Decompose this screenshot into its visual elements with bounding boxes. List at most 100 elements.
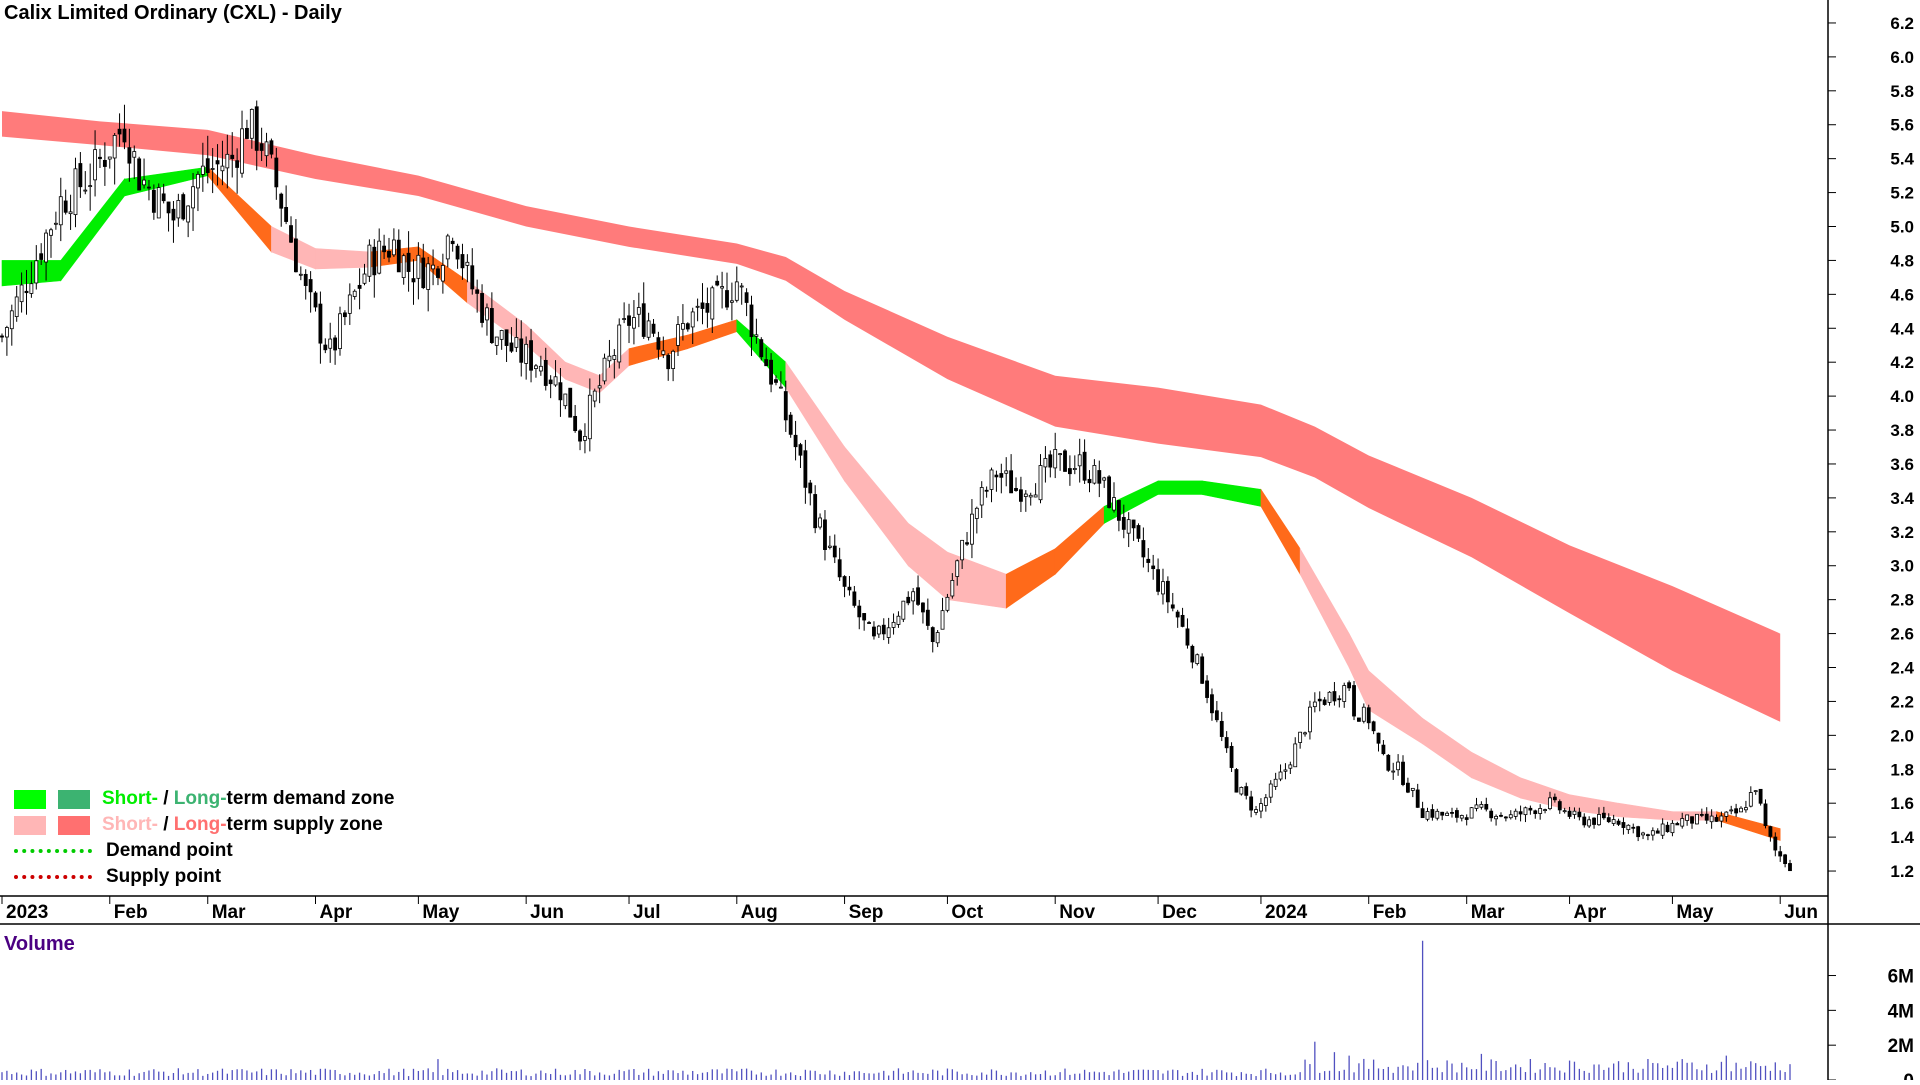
candle-body (1293, 743, 1298, 768)
candle-body (1665, 824, 1670, 833)
candle-body (1048, 454, 1053, 468)
candle-body (289, 225, 293, 243)
candle-body (950, 580, 955, 597)
candle-body (1014, 488, 1018, 491)
candle-body (774, 379, 778, 383)
candle-body (1067, 468, 1072, 475)
candle-body (999, 473, 1004, 478)
candle-body (1205, 680, 1209, 698)
candle-body (1621, 822, 1626, 828)
candle-body (881, 624, 886, 635)
candle-body (323, 344, 328, 351)
candle-body (661, 350, 666, 355)
candle-body (63, 200, 68, 213)
candle-body (14, 296, 19, 317)
candle-body (1102, 477, 1107, 481)
candle-body (1552, 796, 1557, 801)
candle-body (1361, 706, 1366, 722)
candle-body (1386, 754, 1391, 771)
candle-body (612, 355, 617, 360)
candle-body (1259, 803, 1263, 812)
legend-label: Supply point (106, 866, 222, 887)
candle-body (440, 265, 445, 282)
candle-body (1077, 454, 1082, 467)
candle-body (896, 615, 901, 625)
candle-body (788, 414, 793, 435)
candle-body (24, 290, 29, 294)
candle-body (1298, 731, 1303, 743)
candle-body (127, 147, 132, 164)
candle-body (916, 587, 920, 605)
candle-body (1332, 691, 1337, 702)
candle-body (553, 376, 558, 386)
candle-body (333, 337, 338, 351)
candle-body (514, 337, 519, 348)
candle-body (0, 335, 4, 338)
candle-body (249, 108, 254, 139)
candle-body (372, 246, 377, 276)
candle-body (475, 289, 480, 294)
candle-body (1195, 654, 1200, 665)
candle-body (1577, 811, 1582, 818)
price-tick-label: 3.0 (1890, 557, 1914, 576)
candle-body (347, 294, 352, 314)
legend-dotted-line (14, 849, 92, 853)
candle-body (225, 153, 230, 169)
candle-body (558, 382, 563, 401)
candle-body (1151, 565, 1156, 570)
price-tick-label: 5.6 (1890, 116, 1914, 135)
candle-body (264, 141, 269, 157)
candle-body (396, 239, 401, 273)
candle-body (965, 542, 969, 545)
candle-body (1631, 826, 1636, 829)
candle-body (357, 284, 362, 289)
legend-entry: Supply point (14, 864, 394, 890)
candle-body (573, 415, 578, 432)
price-tick-label: 2.4 (1890, 659, 1914, 678)
candle-body (1440, 811, 1445, 816)
candle-body (362, 273, 367, 284)
candle-body (1499, 814, 1503, 817)
candle-body (102, 159, 107, 167)
short-term-zone-segment (1348, 633, 1370, 711)
candle-body (1072, 467, 1077, 471)
candle-body (1263, 797, 1268, 806)
candle-body (1597, 814, 1601, 826)
price-tick-label: 5.4 (1890, 150, 1914, 169)
candle-body (1719, 815, 1724, 822)
candle-body (1121, 517, 1126, 530)
price-tick-label: 6.2 (1890, 14, 1914, 33)
candle-body (921, 602, 925, 613)
short-term-zone-segment (1157, 480, 1203, 495)
candle-body (1704, 813, 1709, 821)
short-term-zone-segment (1005, 548, 1056, 609)
candle-body (411, 278, 416, 283)
volume-tick-label: 6M (1888, 967, 1914, 988)
candle-body (808, 482, 813, 494)
candle-body (1112, 497, 1116, 511)
candle-body (534, 365, 538, 369)
price-tick-label: 2.2 (1890, 692, 1914, 711)
candle-body (83, 189, 88, 192)
candle-body (1724, 811, 1729, 817)
price-tick-label: 3.4 (1890, 489, 1914, 508)
candle-body (499, 330, 504, 340)
candle-body (793, 434, 798, 448)
candle-body (1523, 807, 1528, 816)
candle-body (1381, 744, 1386, 755)
candle-body (1734, 808, 1739, 814)
candle-body (1391, 770, 1396, 773)
candle-body (1616, 820, 1621, 825)
candle-body (1268, 783, 1273, 798)
candle-body (597, 385, 602, 389)
candle-body (1170, 604, 1175, 609)
candle-body (803, 450, 808, 488)
candle-body (1788, 863, 1792, 872)
candle-body (1200, 656, 1205, 684)
candle-body (754, 334, 759, 337)
candle-body (1107, 476, 1112, 508)
candle-body (245, 127, 249, 139)
candle-body (489, 308, 494, 344)
candle-body (1606, 817, 1611, 823)
candle-body (984, 489, 989, 492)
